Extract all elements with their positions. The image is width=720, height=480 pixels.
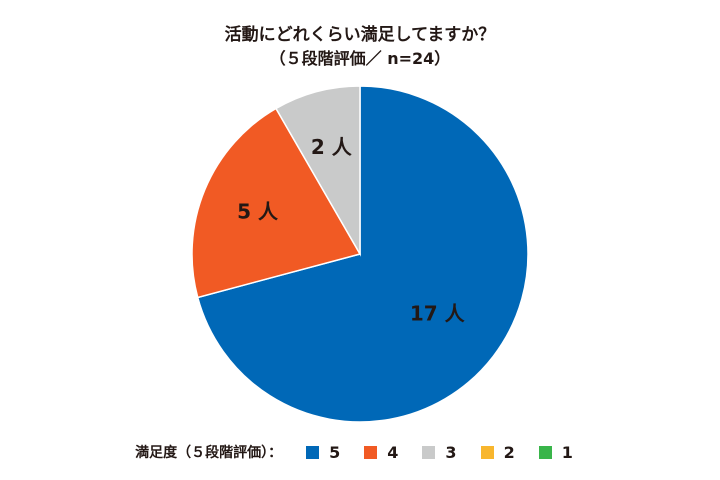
legend-label-4: 4 [387,442,399,462]
legend-label-2: 2 [503,442,515,462]
legend-item-4: 4 [364,443,398,462]
legend-label-1: 1 [561,442,573,462]
chart-title: 活動にどれくらい満足してますか？ [224,25,496,45]
legend: 満足度（５段階評価）： 5 4 3 2 1 [0,442,720,462]
legend-swatch-4 [364,445,378,459]
legend-swatch-3 [422,445,436,459]
legend-swatch-5 [306,445,320,459]
legend-item-5: 5 [306,443,340,462]
legend-swatch-2 [480,445,494,459]
pie-label-3: 2 人 [311,135,353,159]
pie-label-5: 17 人 [410,301,466,325]
pie-slice-4 [191,107,362,299]
legend-label-3: 3 [445,442,457,462]
pie-slice-3 [274,85,361,257]
legend-item-2: 2 [480,442,515,462]
legend-swatch-1 [538,445,552,459]
legend-title: 満足度（５段階評価）： [135,445,283,461]
pie-label-4: 5 人 [237,200,279,224]
legend-label-5: 5 [329,442,341,462]
legend-item-1: 1 [538,442,573,462]
chart-subtitle: （５段階評価／ n=24） [269,49,451,68]
pie-slice-5 [196,85,529,423]
legend-item-3: 3 [422,442,457,462]
